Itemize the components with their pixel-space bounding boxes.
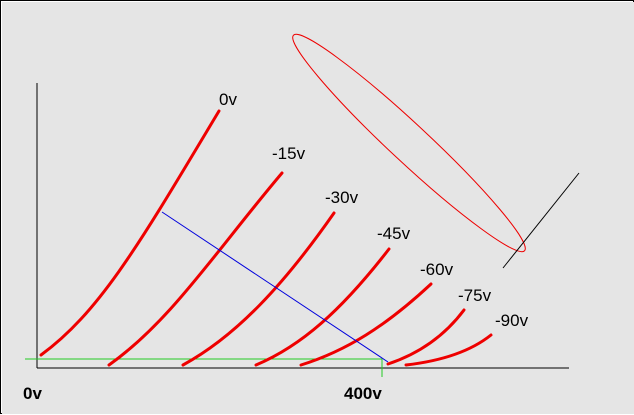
curve-label-minus-30v: -30v: [325, 188, 359, 207]
curve-label-minus-60v: -60v: [420, 260, 454, 279]
curve-label-minus-75v: -75v: [458, 286, 492, 305]
curve-label-minus-90v: -90v: [495, 311, 529, 330]
curve-minus-15v: [107, 171, 284, 367]
curve-minus-60v: [299, 282, 433, 367]
curve-minus-75v: [386, 308, 466, 366]
highlight-ellipse: [292, 33, 526, 253]
curve-label-0v: 0v: [219, 90, 237, 109]
curve-label-minus-45v: -45v: [377, 224, 411, 243]
tangent-line: [502, 172, 580, 269]
curve-label-minus-15v: -15v: [272, 144, 306, 163]
curve-0v: [39, 109, 221, 357]
curve-minus-30v: [181, 211, 336, 367]
axis-label-origin: 0v: [23, 384, 42, 403]
curve-minus-45v: [254, 247, 391, 367]
load-line: [161, 211, 389, 363]
axis-label-400v: 400v: [344, 384, 382, 403]
curve-minus-90v: [404, 333, 493, 367]
